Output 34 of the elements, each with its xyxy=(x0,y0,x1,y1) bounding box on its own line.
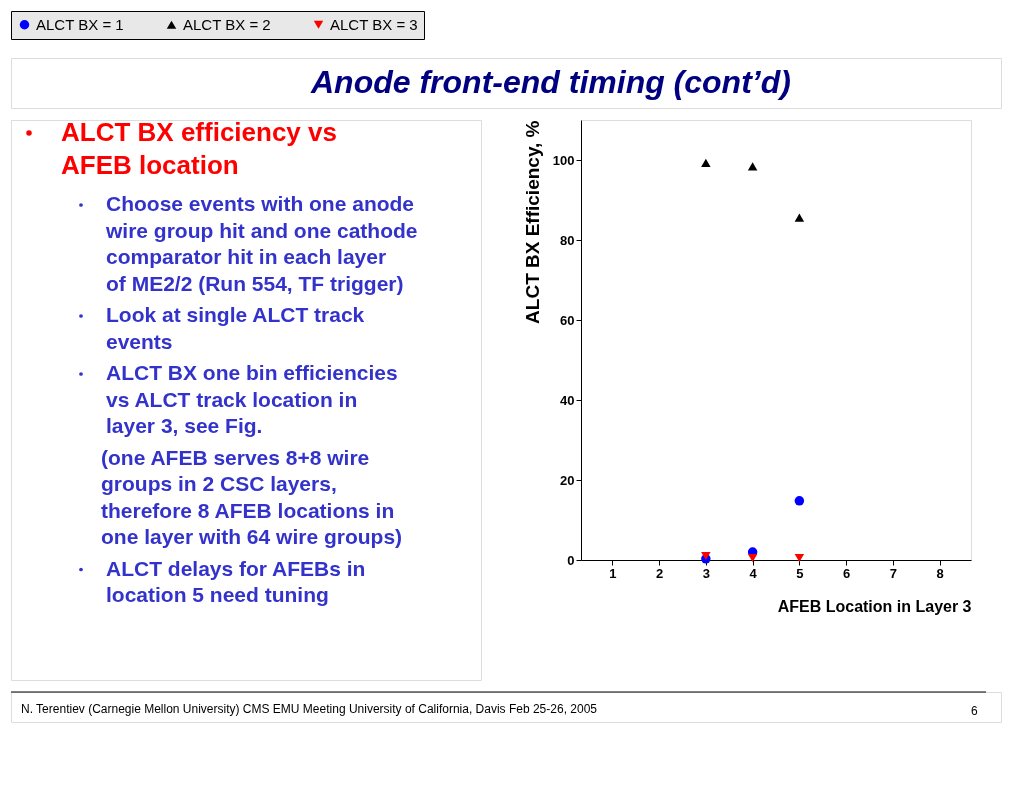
chart-title: Anode front-end timing (cont’d) xyxy=(310,64,791,100)
y-tick-label: 60 xyxy=(560,312,575,328)
x-axis-title: AFEB Location in Layer 3 xyxy=(777,597,972,615)
y-tick-label: 0 xyxy=(567,552,575,568)
x-tick-label: 1 xyxy=(609,565,617,581)
point xyxy=(747,553,758,563)
x-tick-label: 2 xyxy=(655,565,664,581)
point xyxy=(701,158,711,167)
text: Choose events with one anode wire group hit and one cathode comparator hit in each layer of ME2/2 (Run 554, TF trigger) xyxy=(105,192,418,295)
y-tick-label: 40 xyxy=(560,392,575,408)
text: ALCT BX efficiency vs AFEB location xyxy=(61,117,337,180)
legend-label: ALCT BX = 3 xyxy=(330,15,418,33)
text: ALCT delays for AFEBs in location 5 need tuning xyxy=(106,556,366,606)
text: Look at single ALCT track events xyxy=(106,303,365,353)
y-tick-label: 80 xyxy=(560,232,575,248)
x-tick-label: 4 xyxy=(749,565,758,581)
x-tick-label: 6 xyxy=(843,565,851,581)
x-tick-label: 5 xyxy=(796,565,804,581)
y-tick-label: 100 xyxy=(552,152,575,168)
text: N. Terentiev (Carnegie Mellon University) CMS EMU Meeting University of California, Davis Feb 25-26, 2005 xyxy=(21,702,598,716)
y-axis-title: ALCT BX Efficiency, % xyxy=(521,120,543,324)
y-tick-label: 20 xyxy=(560,472,575,488)
legend-label: ALCT BX = 1 xyxy=(36,15,124,33)
point xyxy=(794,213,805,222)
point xyxy=(794,553,805,563)
x-tick-label: 3 xyxy=(702,565,710,581)
text: 6 xyxy=(971,704,978,718)
x-tick-label: 7 xyxy=(889,565,898,581)
point xyxy=(747,162,758,171)
legend-label: ALCT BX = 2 xyxy=(183,15,271,33)
text: (one AFEB serves 8+8 wire groups in 2 CSC layers, therefore 8 AFEB locations in one layer with 64 wire groups) xyxy=(101,445,403,548)
point xyxy=(794,496,805,506)
text: ALCT BX one bin efficiencies vs ALCT track location in layer 3, see Fig. xyxy=(106,361,398,437)
x-tick-label: 8 xyxy=(936,565,944,581)
